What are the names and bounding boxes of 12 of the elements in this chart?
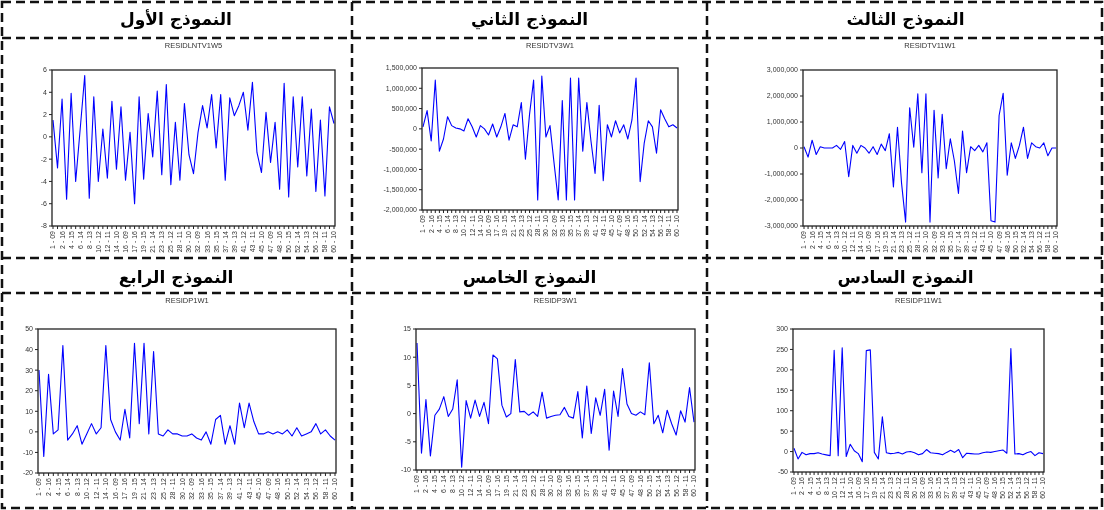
chart-title: النموذج السادس bbox=[837, 267, 974, 288]
chart-title: النموذج الثالث bbox=[846, 9, 965, 30]
line-series bbox=[422, 75, 678, 201]
line-series bbox=[52, 75, 335, 205]
chart-title: النموذج الخامس bbox=[462, 267, 597, 288]
chart-title: النموذج الثاني bbox=[470, 9, 589, 30]
line-series bbox=[793, 347, 1044, 463]
line-series bbox=[803, 92, 1057, 223]
line-series bbox=[38, 342, 336, 458]
chart-title: النموذج الرابع bbox=[118, 267, 234, 288]
line-series bbox=[416, 342, 695, 468]
chart-title: النموذج الأول bbox=[120, 9, 232, 30]
